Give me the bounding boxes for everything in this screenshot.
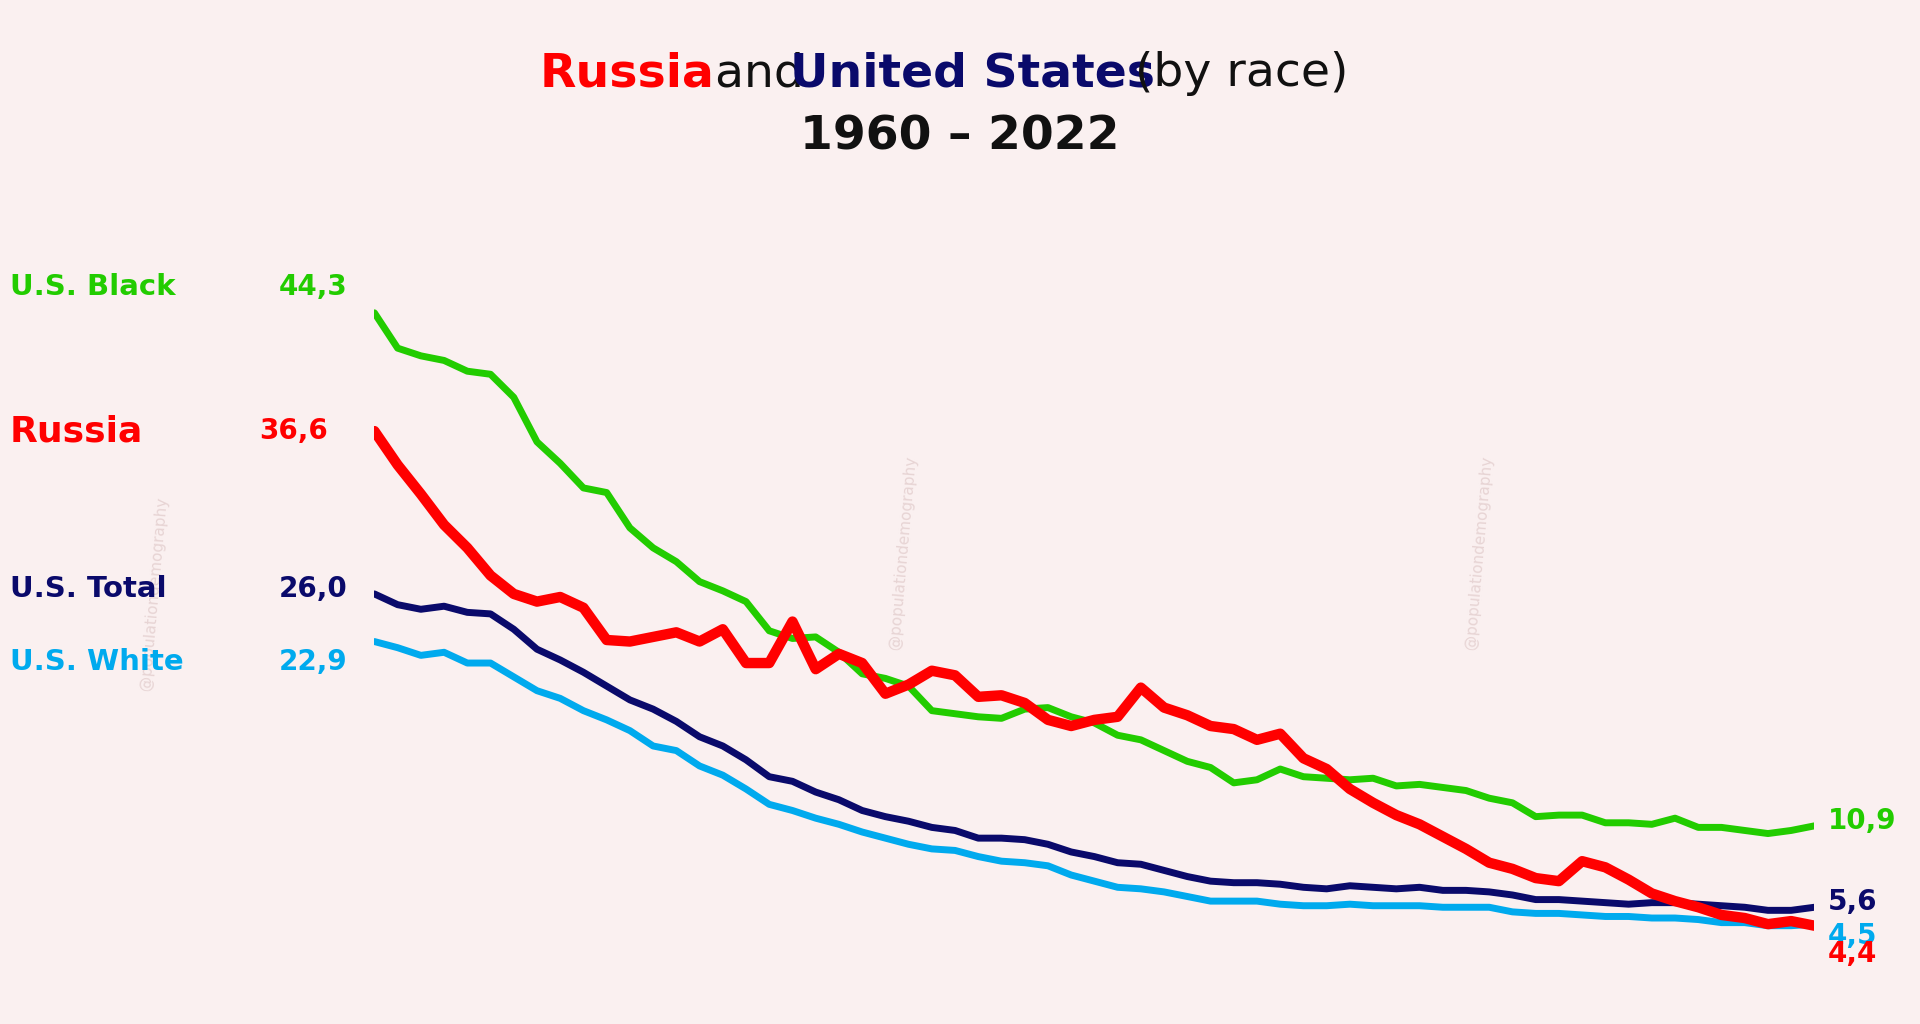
Text: 44,3: 44,3 [278, 273, 348, 301]
Text: U.S. White: U.S. White [10, 648, 182, 676]
Text: 4,5: 4,5 [1828, 923, 1878, 950]
Text: U.S. Total: U.S. Total [10, 574, 167, 603]
Text: @populationdemography: @populationdemography [138, 497, 169, 691]
Text: 4,4: 4,4 [1828, 940, 1878, 969]
Text: United States: United States [789, 51, 1156, 96]
Text: 1960 – 2022: 1960 – 2022 [801, 115, 1119, 160]
Text: U.S. Black: U.S. Black [10, 273, 175, 301]
Text: 36,6: 36,6 [259, 417, 328, 445]
Text: Russia: Russia [10, 414, 142, 449]
Text: and: and [701, 51, 818, 96]
Text: Russia: Russia [540, 51, 714, 96]
Text: @populationdemography: @populationdemography [1463, 456, 1494, 650]
Text: (by race): (by race) [1119, 51, 1348, 96]
Text: 22,9: 22,9 [278, 648, 348, 676]
Text: 10,9: 10,9 [1828, 807, 1897, 835]
Text: @populationdemography: @populationdemography [887, 456, 918, 650]
Text: 26,0: 26,0 [278, 574, 348, 603]
Text: 5,6: 5,6 [1828, 888, 1878, 916]
